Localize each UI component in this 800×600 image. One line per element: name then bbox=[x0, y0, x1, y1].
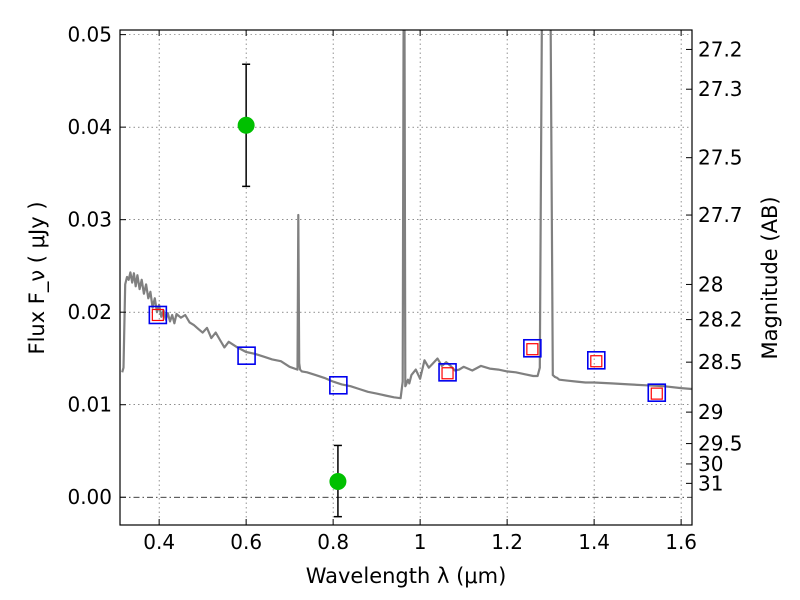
x-tick-label: 0.6 bbox=[230, 530, 262, 554]
y-tick-label: 0.05 bbox=[67, 23, 112, 47]
observed-flux-point bbox=[237, 116, 255, 134]
x-tick-label: 0.4 bbox=[143, 530, 175, 554]
mag-tick-label: 27.5 bbox=[698, 146, 743, 170]
x-axis-label: Wavelength λ (μm) bbox=[306, 564, 507, 588]
sed-model-line bbox=[121, 30, 692, 400]
y-right-axis-label: Magnitude (AB) bbox=[758, 196, 782, 359]
model-band-square bbox=[438, 363, 457, 382]
x-tick-label: 1.2 bbox=[491, 530, 523, 554]
sed-line-layer bbox=[121, 30, 692, 400]
mag-tick-label: 30 bbox=[698, 452, 723, 476]
x-tick-label: 0.8 bbox=[317, 530, 349, 554]
plot-frame bbox=[119, 29, 693, 526]
y-tick-label: 0.02 bbox=[67, 300, 112, 324]
observed-flux-point bbox=[329, 473, 347, 491]
y-tick-label: 0.00 bbox=[67, 485, 112, 509]
mag-tick-label: 31 bbox=[698, 471, 723, 495]
model-band-square bbox=[148, 305, 168, 325]
y-ticks: 0.00 0.01 0.02 0.03 0.04 0.05 bbox=[67, 23, 126, 509]
mag-tick-label: 28 bbox=[698, 272, 723, 296]
mag-tick-label: 27.7 bbox=[698, 203, 743, 227]
model-band-square-inner bbox=[151, 308, 164, 322]
model-band-square bbox=[587, 351, 606, 370]
y-tick-label: 0.01 bbox=[67, 393, 112, 417]
model-band-square bbox=[329, 375, 348, 395]
model-band-square-inner bbox=[650, 387, 663, 400]
y-tick-label: 0.04 bbox=[67, 115, 112, 139]
x-ticks: 0.4 0.6 0.8 1 1.2 1.4 1.6 bbox=[143, 30, 697, 554]
mag-tick-label: 27.3 bbox=[698, 77, 743, 101]
model-band-square-inner bbox=[526, 343, 539, 356]
marker-layer bbox=[148, 63, 667, 518]
model-band-square-inner bbox=[441, 367, 454, 380]
model-band-square-inner bbox=[590, 355, 603, 368]
grid-layer bbox=[120, 30, 692, 525]
mag-tick-label: 28.2 bbox=[698, 308, 743, 332]
mag-tick-label: 29.5 bbox=[698, 432, 743, 456]
mag-tick-label: 29 bbox=[698, 400, 723, 424]
model-band-square bbox=[237, 346, 256, 365]
x-tick-label: 1.6 bbox=[665, 530, 697, 554]
mag-tick-label: 28.5 bbox=[698, 350, 743, 374]
y-tick-label: 0.03 bbox=[67, 208, 112, 232]
x-tick-label: 1.4 bbox=[578, 530, 610, 554]
y-axis-label: Flux F_ν ( μJy ) bbox=[25, 201, 50, 354]
model-band-square bbox=[647, 383, 667, 402]
model-band-square bbox=[523, 338, 542, 358]
x-tick-label: 1 bbox=[414, 530, 427, 554]
mag-tick-label: 27.2 bbox=[698, 37, 743, 61]
